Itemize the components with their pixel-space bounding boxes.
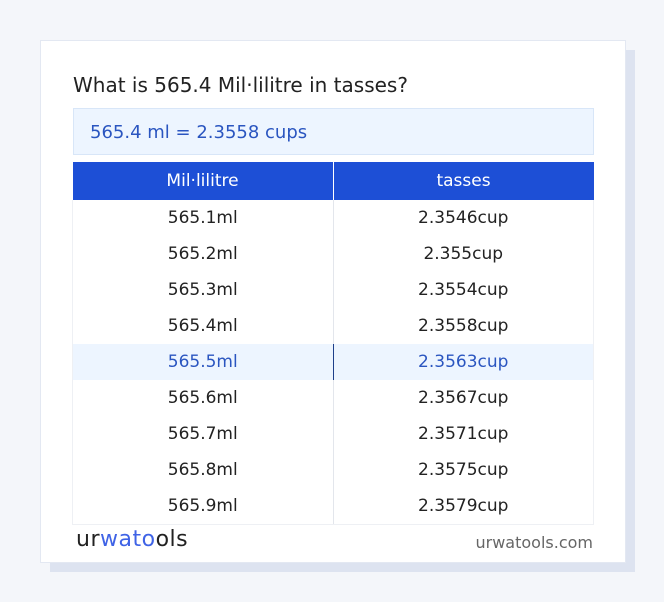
cell-millilitre: 565.3ml <box>72 272 334 308</box>
cell-millilitre: 565.5ml <box>72 344 334 380</box>
cell-tasses: 2.3558cup <box>333 308 594 344</box>
page-title: What is 565.4 Mil·lilitre in tasses? <box>73 73 408 97</box>
cell-millilitre: 565.9ml <box>72 488 334 525</box>
cell-tasses: 2.355cup <box>333 236 594 272</box>
conversion-table: Mil·lilitre tasses 565.1ml 2.3546cup 565.2… <box>72 162 594 525</box>
cell-tasses: 2.3554cup <box>333 272 594 308</box>
table-row: 565.6ml 2.3567cup <box>72 380 594 416</box>
cell-millilitre: 565.1ml <box>72 200 334 236</box>
table-row: 565.1ml 2.3546cup <box>72 200 594 236</box>
cell-millilitre: 565.8ml <box>72 452 334 488</box>
converter-card: What is 565.4 Mil·lilitre in tasses? 565… <box>40 40 626 563</box>
cell-millilitre: 565.7ml <box>72 416 334 452</box>
cell-millilitre: 565.4ml <box>72 308 334 344</box>
table-row: 565.4ml 2.3558cup <box>72 308 594 344</box>
table-row: 565.8ml 2.3575cup <box>72 452 594 488</box>
table-row: 565.2ml 2.355cup <box>72 236 594 272</box>
table-row: 565.3ml 2.3554cup <box>72 272 594 308</box>
cell-millilitre: 565.2ml <box>72 236 334 272</box>
site-link[interactable]: urwatools.com <box>475 533 594 552</box>
table-row: 565.5ml 2.3563cup <box>72 344 594 380</box>
header-millilitre: Mil·lilitre <box>72 162 334 200</box>
urwatools-logo[interactable]: urwatools <box>76 527 189 552</box>
table-row: 565.7ml 2.3571cup <box>72 416 594 452</box>
cell-tasses: 2.3567cup <box>333 380 594 416</box>
conversion-result: 565.4 ml = 2.3558 cups <box>73 108 594 155</box>
cell-millilitre: 565.6ml <box>72 380 334 416</box>
table-row: 565.9ml 2.3579cup <box>72 488 594 525</box>
cell-tasses: 2.3571cup <box>333 416 594 452</box>
header-tasses: tasses <box>333 162 594 200</box>
cell-tasses: 2.3575cup <box>333 452 594 488</box>
cell-tasses: 2.3546cup <box>333 200 594 236</box>
cell-tasses: 2.3579cup <box>333 488 594 525</box>
cell-tasses: 2.3563cup <box>333 344 594 380</box>
